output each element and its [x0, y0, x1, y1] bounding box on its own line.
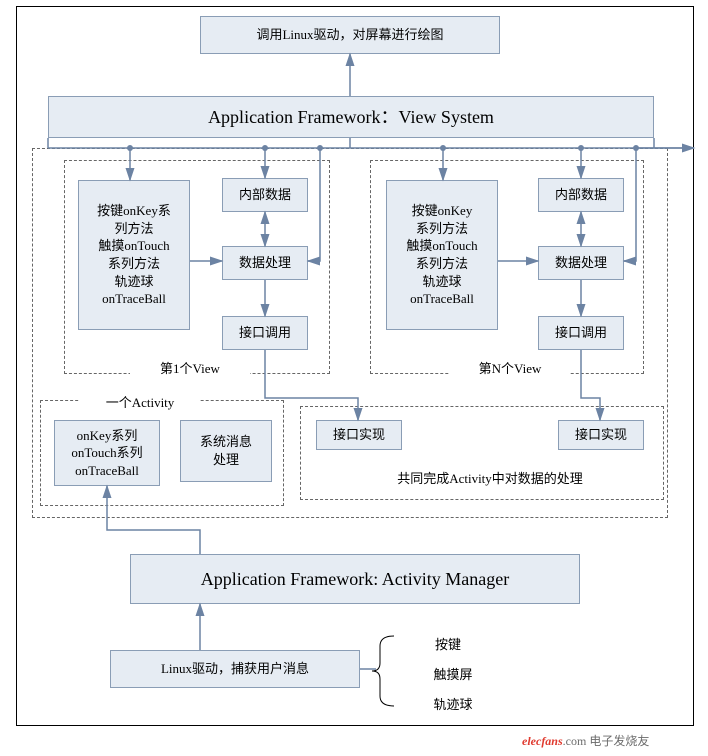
txt: Linux驱动，捕获用户消息: [161, 660, 309, 678]
label-activity-cap: 一个Activity: [80, 392, 200, 411]
box-app-fw-am: Application Framework: Activity Manager: [130, 554, 580, 604]
dash-viewn: [370, 160, 644, 374]
label-shared-cap: 共同完成Activity中对数据的处理: [350, 468, 630, 487]
txt: 第1个View: [160, 361, 220, 376]
watermark: elecfans.com 电子发烧友: [522, 732, 649, 749]
txt: 共同完成Activity中对数据的处理: [397, 471, 583, 486]
txt: 触摸屏: [433, 667, 472, 682]
box-linux-drv: Linux驱动，捕获用户消息: [110, 650, 360, 688]
txt: Application Framework：View System: [208, 105, 494, 129]
txt: 按键: [435, 637, 461, 652]
label-key: 按键: [418, 634, 478, 653]
dash-activity: [40, 400, 284, 506]
txt: 调用Linux驱动，对屏幕进行绘图: [256, 26, 443, 44]
txt: 轨迹球: [433, 697, 472, 712]
label-view1-cap: 第1个View: [130, 358, 250, 377]
box-app-fw-view: Application Framework：View System: [48, 96, 654, 138]
txt: Application Framework: Activity Manager: [201, 567, 509, 591]
txt: 第N个View: [479, 361, 542, 376]
txt: 一个Activity: [106, 395, 175, 410]
label-touch: 触摸屏: [418, 664, 488, 683]
wm-gray: .com 电子发烧友: [563, 734, 650, 748]
label-viewn-cap: 第N个View: [450, 358, 570, 377]
label-ball: 轨迹球: [418, 694, 488, 713]
dash-view1: [64, 160, 330, 374]
box-linux-draw: 调用Linux驱动，对屏幕进行绘图: [200, 16, 500, 54]
wm-red: elecfans: [522, 734, 563, 748]
